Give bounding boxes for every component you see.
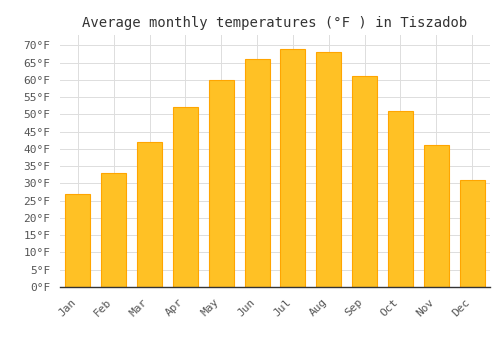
Bar: [244, 59, 270, 287]
Bar: [173, 107, 198, 287]
Bar: [137, 142, 162, 287]
Bar: [424, 146, 449, 287]
Bar: [208, 80, 234, 287]
Bar: [316, 52, 342, 287]
Bar: [101, 173, 126, 287]
Bar: [388, 111, 413, 287]
Bar: [352, 76, 377, 287]
Bar: [66, 194, 90, 287]
Bar: [460, 180, 484, 287]
Bar: [280, 49, 305, 287]
Title: Average monthly temperatures (°F ) in Tiszadob: Average monthly temperatures (°F ) in Ti…: [82, 16, 468, 30]
